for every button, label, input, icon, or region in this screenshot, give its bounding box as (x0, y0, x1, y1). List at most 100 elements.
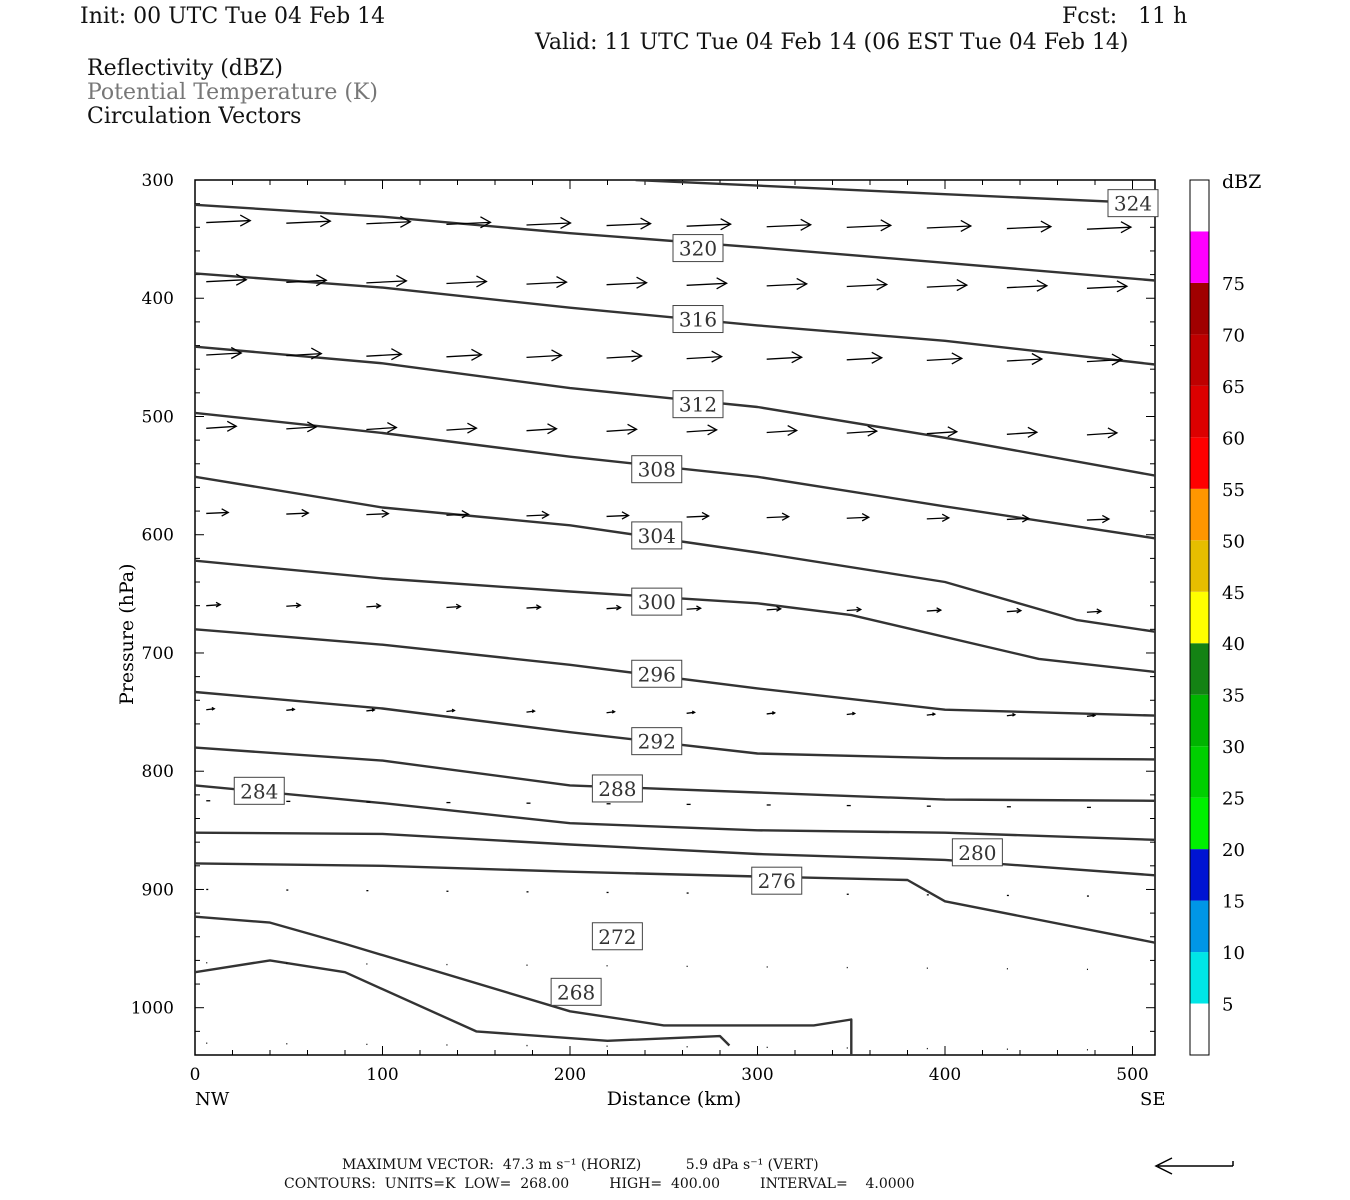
colorbar-label: 35 (1222, 686, 1245, 707)
circulation-vector (606, 604, 622, 611)
circulation-vector (286, 215, 332, 228)
circulation-vector (446, 216, 492, 229)
theta-contour-276 (195, 862, 1155, 944)
theta-contour-312 (195, 345, 1155, 477)
circulation-vector (1006, 712, 1017, 717)
valid-time: Valid: 11 UTC Tue 04 Feb 14 (06 EST Tue … (535, 30, 1129, 55)
theta-contour-320 (195, 203, 1155, 282)
circulation-vector (1167, 715, 1175, 718)
circulation-vector (926, 513, 951, 523)
circulation-vector (526, 423, 558, 435)
circulation-vector (926, 279, 969, 292)
circulation-vector (286, 602, 302, 609)
colorbar-segment (1190, 231, 1209, 283)
svg-text:320: 320 (679, 237, 717, 261)
circulation-vector (366, 602, 382, 609)
circulation-vector (1086, 608, 1103, 615)
circulation-vector (1086, 280, 1129, 293)
max-vector-info: MAXIMUM VECTOR: 47.3 m s⁻¹ (HORIZ) 5.9 d… (342, 1157, 819, 1173)
y-tick-label: 800 (142, 762, 174, 782)
colorbar-label: 60 (1222, 428, 1245, 449)
contour-label: 280 (951, 838, 1003, 867)
circulation-vector (1086, 427, 1119, 439)
colorbar-label: 25 (1222, 789, 1245, 810)
circulation-vector (686, 350, 723, 363)
colorbar-frame (1189, 179, 1210, 1056)
forecast-hour: Fcst: 11 h (1062, 4, 1188, 29)
field-reflectivity-label: Reflectivity (dBZ) (87, 56, 283, 81)
circulation-vector (686, 605, 702, 612)
reference-vector-arrow (1154, 1157, 1234, 1175)
contour-label: 284 (233, 776, 285, 805)
contour-label: 272 (591, 922, 643, 951)
colorbar-segment (1190, 694, 1209, 747)
circulation-vector (606, 511, 630, 520)
colorbar-label: 15 (1222, 892, 1245, 913)
svg-text:284: 284 (240, 779, 278, 803)
circulation-vector (366, 708, 376, 712)
svg-text:292: 292 (638, 730, 676, 754)
circulation-vector (846, 606, 863, 613)
circulation-vector (686, 424, 718, 436)
colorbar-label: 70 (1222, 325, 1245, 346)
y-tick-label: 600 (142, 526, 174, 546)
circulation-vector (526, 276, 568, 289)
circulation-vector (206, 346, 243, 360)
circulation-vector (606, 276, 648, 289)
circulation-vector (446, 422, 478, 434)
theta-contour-280 (195, 831, 1155, 877)
x-tick-label: 300 (741, 1065, 773, 1085)
colorbar-segment (1190, 1003, 1209, 1055)
svg-text:276: 276 (758, 869, 796, 893)
theta-contour-300 (195, 559, 1155, 674)
circulation-vector (846, 278, 889, 291)
y-axis-title: Pressure (hPa) (116, 563, 138, 705)
colorbar-segment (1190, 437, 1209, 489)
theta-contour-272 (195, 915, 853, 1055)
colorbar-segment (1190, 334, 1209, 386)
contour-label: 304 (631, 521, 683, 550)
circulation-vector (286, 421, 318, 433)
colorbar-segment (1190, 591, 1209, 644)
contour-label: 312 (672, 390, 724, 419)
init-time: Init: 00 UTC Tue 04 Feb 14 (80, 4, 386, 29)
circulation-vector (206, 420, 238, 432)
colorbar-segment (1190, 643, 1209, 695)
circulation-vector (446, 275, 488, 288)
y-tick-label: 300 (142, 171, 174, 191)
circulation-vector (926, 607, 943, 613)
colorbar-label: 30 (1222, 737, 1245, 758)
circulation-vector (206, 214, 252, 227)
x-axis-title: Distance (km) (607, 1088, 742, 1110)
circulation-vector (606, 423, 638, 435)
circulation-vector (766, 351, 804, 364)
circulation-vector (286, 347, 323, 360)
contour-label: 276 (751, 866, 803, 895)
se-label: SE (1140, 1089, 1165, 1110)
circulation-vector (526, 510, 550, 520)
circulation-vector (1006, 352, 1044, 366)
y-tick-label: 900 (142, 880, 174, 900)
colorbar-segment (1190, 488, 1209, 541)
colorbar-label: 10 (1222, 943, 1245, 964)
theta-contour-304 (195, 475, 1155, 633)
circulation-vector (1006, 220, 1053, 233)
svg-text:272: 272 (598, 925, 636, 949)
circulation-vector (766, 424, 799, 437)
x-tick-label: 0 (190, 1065, 201, 1085)
contour-label: 324 (1107, 189, 1159, 218)
y-tick-label: 700 (142, 644, 174, 664)
circulation-vector (366, 348, 403, 361)
circulation-vector (366, 215, 412, 228)
svg-text:296: 296 (638, 662, 676, 686)
contour-label: 296 (631, 659, 683, 688)
colorbar-label: 50 (1222, 531, 1245, 552)
nw-label: NW (195, 1089, 230, 1110)
circulation-vector (526, 349, 563, 362)
svg-text:300: 300 (638, 590, 676, 614)
circulation-vector (766, 605, 783, 612)
circulation-vector (926, 352, 964, 365)
y-tick-label: 500 (142, 407, 174, 427)
circulation-vector (926, 426, 959, 438)
circulation-vector (1086, 713, 1097, 718)
